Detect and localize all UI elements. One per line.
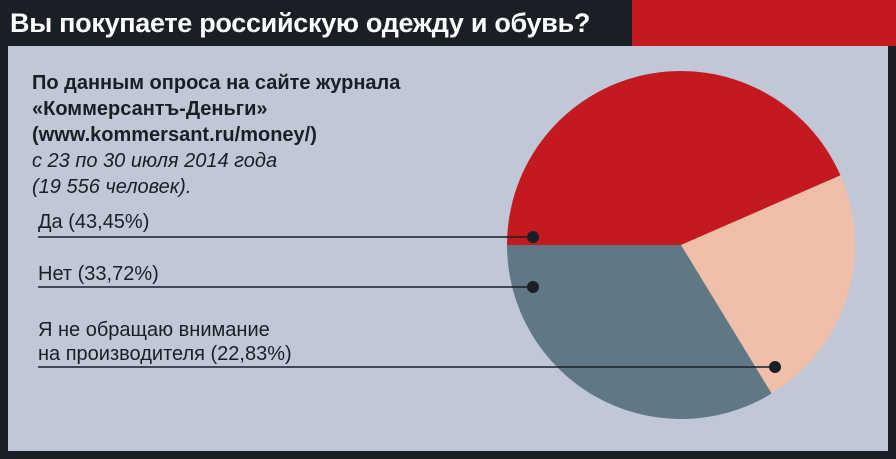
source-line-5: (19 556 человек). xyxy=(32,176,192,198)
leader-indifferent-dot xyxy=(769,361,781,373)
page-title: Вы покупаете российскую одежду и обувь? xyxy=(10,8,591,38)
pie-slice-yes xyxy=(507,70,841,245)
source-line-1: По данным опроса на сайте журнала xyxy=(32,72,401,94)
leader-yes-dot xyxy=(527,231,539,243)
chart-panel: По данным опроса на сайте журнала «Комме… xyxy=(8,46,888,451)
slice-label-indifferent: Я не обращаю внимание на производителя (… xyxy=(38,318,292,366)
slice-label-indifferent-text-2: на производителя (22,83%) xyxy=(38,343,292,365)
header-bar: Вы покупаете российскую одежду и обувь? xyxy=(0,0,632,46)
slice-label-yes-text: Да (43,45%) xyxy=(38,211,150,233)
source-line-4: с 23 по 30 июля 2014 года xyxy=(32,150,278,172)
slice-label-no-text: Нет (33,72%) xyxy=(38,263,159,285)
slice-label-yes: Да (43,45%) xyxy=(38,210,149,234)
slice-label-no: Нет (33,72%) xyxy=(38,262,159,286)
source-line-3: (www.kommersant.ru/money/) xyxy=(32,124,317,146)
survey-source: По данным опроса на сайте журнала «Комме… xyxy=(32,70,400,200)
pie-chart xyxy=(38,70,855,419)
leader-no-dot xyxy=(527,281,539,293)
source-line-2: «Коммерсантъ-Деньги» xyxy=(32,98,268,120)
slice-label-indifferent-text-1: Я не обращаю внимание xyxy=(38,319,270,341)
pie-slice-indifferent xyxy=(681,175,855,394)
pie-slice-no xyxy=(507,245,772,419)
header-accent-block xyxy=(632,0,896,46)
